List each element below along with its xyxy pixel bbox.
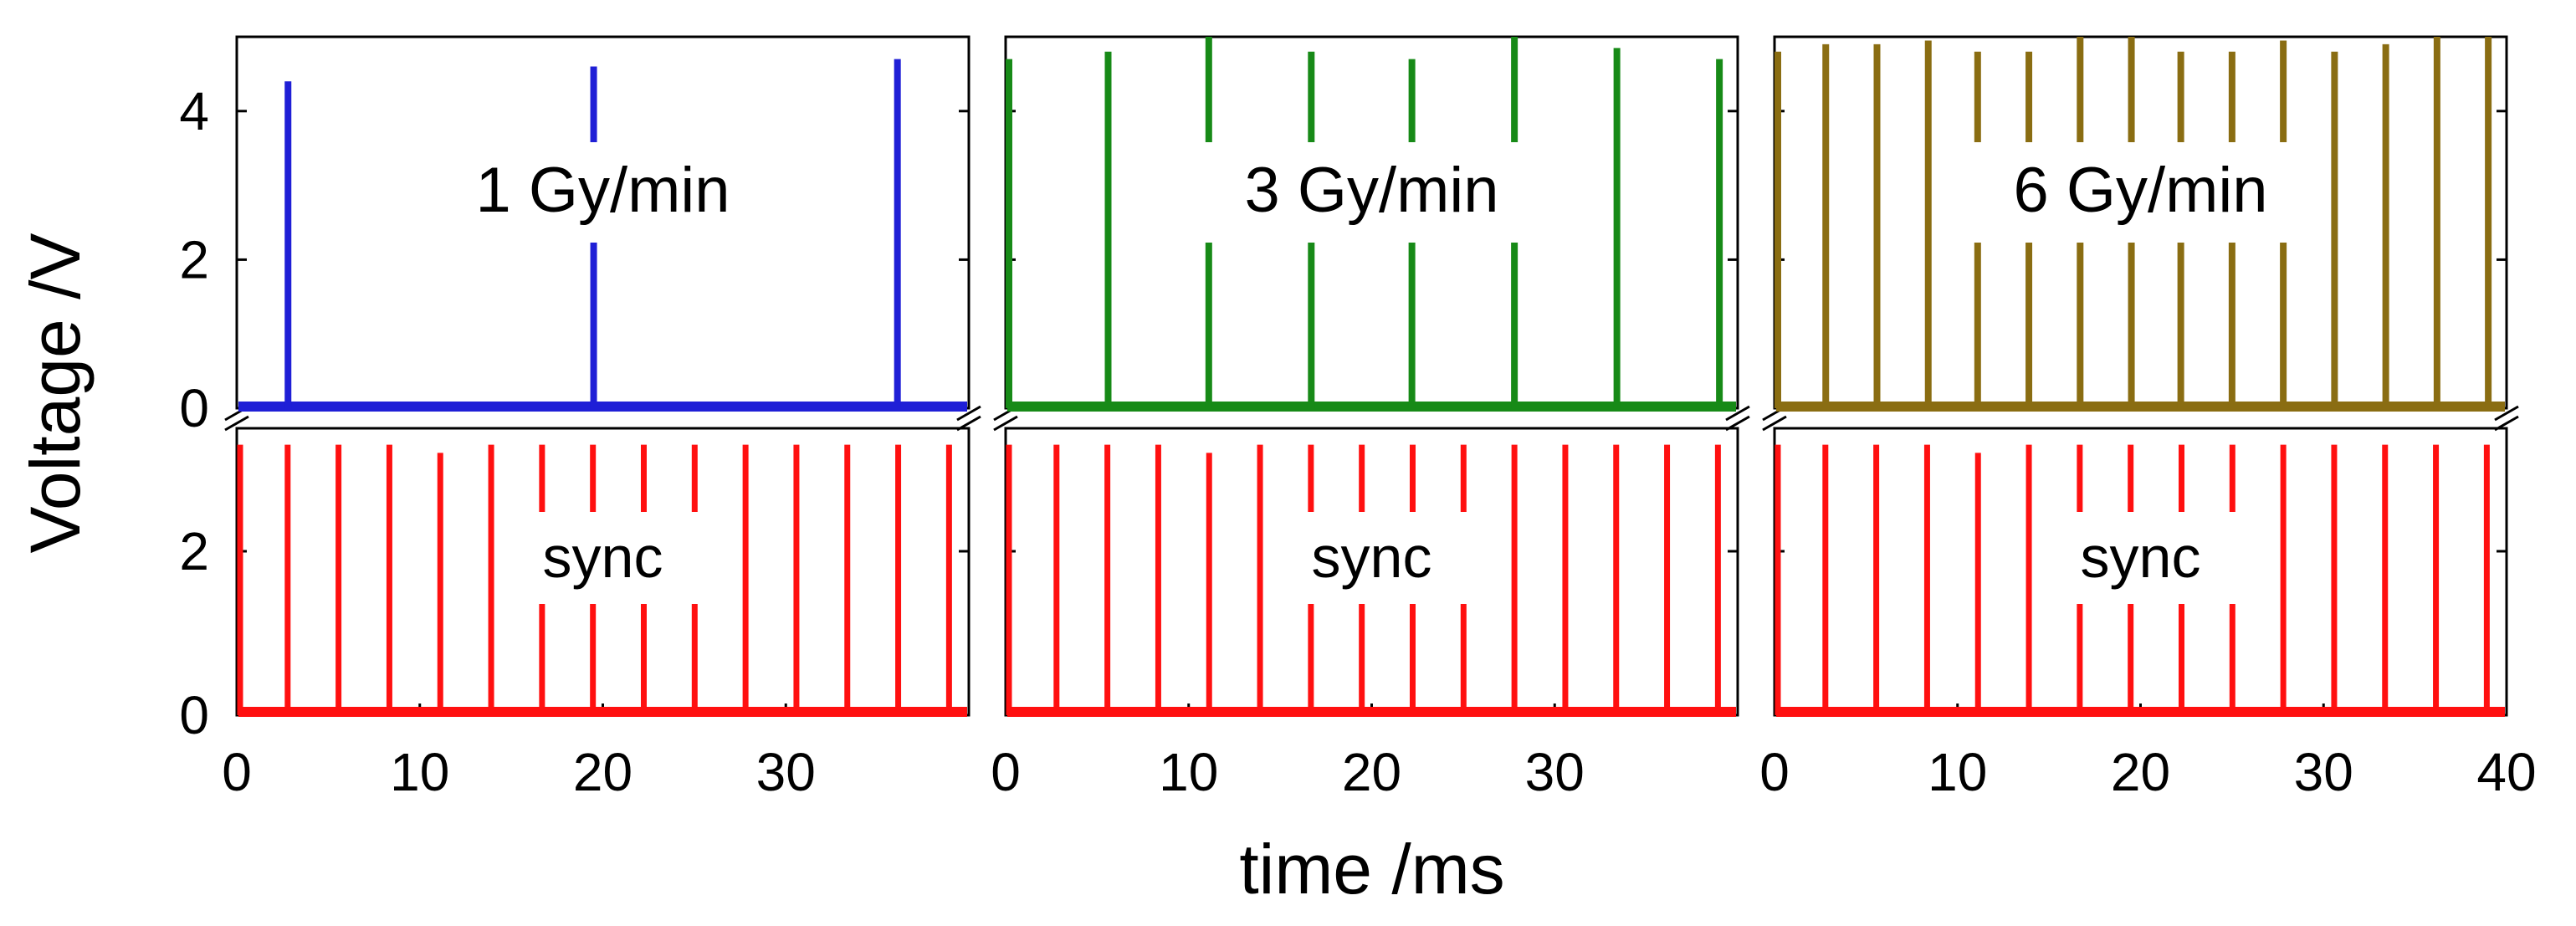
- x-tick-label: 30: [756, 742, 816, 802]
- x-tick-label: 0: [991, 742, 1021, 802]
- y-tick-label-top: 4: [179, 81, 209, 141]
- axis-break-mark: [2494, 405, 2519, 432]
- label-backing: [1267, 512, 1477, 604]
- x-tick-label: 10: [390, 742, 449, 802]
- sync-label-3: sync: [2081, 524, 2201, 590]
- y-axis-title: Voltage /V: [16, 233, 95, 554]
- sync-label-1: sync: [543, 524, 663, 590]
- x-tick-label: 0: [222, 742, 252, 802]
- label-backing: [1964, 142, 2317, 243]
- x-axis-title: time /ms: [1239, 830, 1504, 908]
- x-tick-label: 30: [1525, 742, 1585, 802]
- label-backing: [427, 142, 779, 243]
- panel-label-2: 3 Gy/min: [1244, 155, 1498, 226]
- label-backing: [1196, 142, 1548, 243]
- y-tick-label-top: 0: [179, 378, 209, 438]
- x-tick-label: 20: [1342, 742, 1401, 802]
- x-tick-label: 20: [2111, 742, 2170, 802]
- x-tick-label: 0: [1759, 742, 1790, 802]
- label-backing: [498, 512, 708, 604]
- y-tick-label-bottom: 0: [179, 685, 209, 745]
- panel-label-1: 1 Gy/min: [475, 155, 730, 226]
- y-tick-label-top: 2: [179, 229, 209, 289]
- sync-label-2: sync: [1312, 524, 1432, 590]
- axis-break-mark: [956, 405, 981, 432]
- x-tick-label: 40: [2476, 742, 2536, 802]
- y-tick-label-bottom: 2: [179, 521, 209, 581]
- axis-break-mark: [1725, 405, 1750, 432]
- x-tick-label: 30: [2294, 742, 2353, 802]
- x-tick-label: 20: [573, 742, 632, 802]
- panel-label-3: 6 Gy/min: [2013, 155, 2267, 226]
- x-tick-label: 10: [1159, 742, 1218, 802]
- x-tick-label: 10: [1928, 742, 1987, 802]
- label-backing: [2036, 512, 2246, 604]
